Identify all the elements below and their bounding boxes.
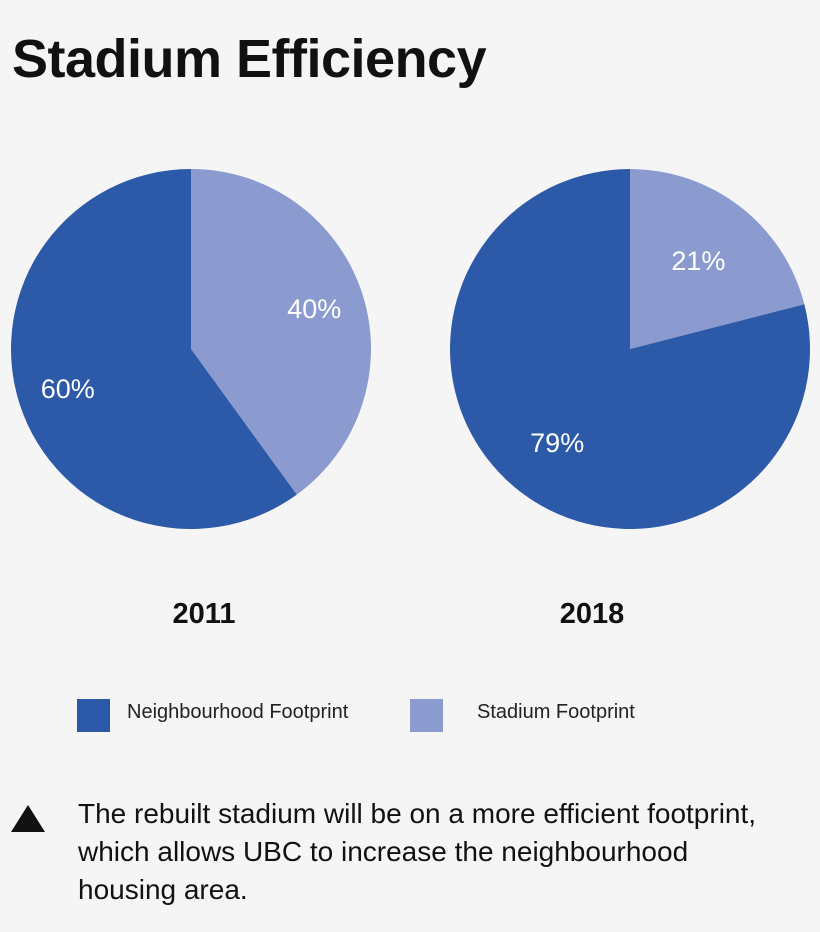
- year-label-2011: 2011: [172, 598, 236, 630]
- legend-item-neighbourhood: Neighbourhood Footprint: [77, 699, 348, 732]
- pie-slice-neighbourhood-2011: [10, 169, 297, 529]
- pie-chart-2011: 40% 60%: [10, 169, 371, 529]
- pie-data-label-neighbourhood-2011: 60%: [41, 374, 95, 404]
- legend-swatch-stadium: [410, 699, 443, 732]
- pie-data-label-stadium-2011: 40%: [287, 294, 341, 324]
- pie-slice-neighbourhood-2018: [450, 169, 810, 529]
- legend-swatch-neighbourhood: [77, 699, 110, 732]
- footnote: The rebuilt stadium will be on a more ef…: [0, 795, 820, 915]
- page-title: Stadium Efficiency: [12, 29, 487, 89]
- pie-slice-stadium-2018: [630, 169, 805, 349]
- pie-chart-2018: 21% 79%: [450, 169, 810, 529]
- year-label-2018: 2018: [559, 598, 625, 630]
- triangle-up-icon: [11, 805, 45, 832]
- legend-item-stadium: Stadium Footprint: [410, 699, 635, 732]
- legend-label-stadium: Stadium Footprint: [477, 700, 635, 723]
- legend-label-neighbourhood: Neighbourhood Footprint: [127, 700, 349, 723]
- pie-slice-stadium-2011: [191, 169, 371, 495]
- footnote-text: The rebuilt stadium will be on a more ef…: [78, 798, 757, 905]
- pie-data-label-stadium-2018: 21%: [671, 246, 725, 276]
- pie-data-label-neighbourhood-2018: 79%: [530, 428, 584, 458]
